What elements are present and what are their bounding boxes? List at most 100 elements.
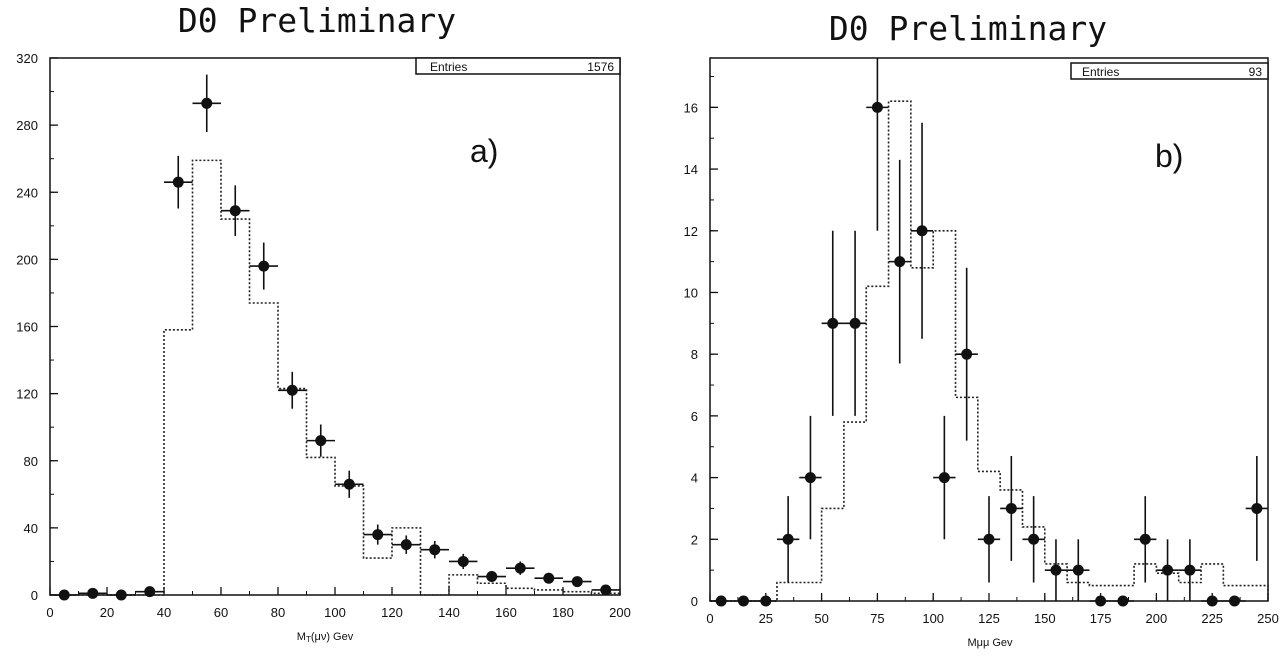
stats-box-b [1070,62,1269,80]
data-point-a [315,435,327,447]
data-point-b [1028,533,1040,545]
data-point-b [961,348,973,360]
stats-label-b: Entries [1082,65,1119,79]
stats-value-b: 93 [1249,65,1263,79]
data-point-b [938,472,950,484]
panel-a: D0 Preliminary Entries 1576 a) MT(μν) Ge… [16,1,631,644]
x-tick-label-a: 40 [157,605,171,620]
data-point-b [1139,533,1151,545]
data-point-b [1050,564,1062,576]
data-point-b [1072,564,1084,576]
y-tick-label-b: 14 [684,162,698,177]
x-tick-label-a: 100 [324,605,346,620]
data-point-a [571,576,583,588]
y-tick-label-b: 16 [684,100,698,115]
data-point-b [804,472,816,484]
y-tick-label-a: 120 [16,387,38,402]
y-tick-label-b: 0 [691,594,698,609]
stats-label-a: Entries [430,60,467,74]
x-tick-label-b: 50 [814,611,828,626]
y-tick-label-b: 10 [684,285,698,300]
data-point-a [429,544,441,556]
data-point-b [1229,595,1241,607]
data-point-a [372,529,384,541]
data-point-a [400,539,412,551]
y-tick-label-b: 4 [691,471,698,486]
chart-title-b: D0 Preliminary [829,9,1107,48]
x-tick-label-b: 75 [870,611,884,626]
x-tick-label-a: 160 [495,605,517,620]
data-point-b [1251,502,1263,514]
y-tick-label-b: 6 [691,409,698,424]
y-tick-label-a: 80 [24,454,38,469]
chart-title-a: D0 Preliminary [178,1,456,40]
panel-b: D0 Preliminary Entries 93 b) Mμμ Gev 0 25… [684,9,1279,649]
y-tick-label-a: 280 [16,118,38,133]
data-point-b [1095,595,1107,607]
data-point-a [486,571,498,583]
stats-box-a [415,57,621,75]
x-tick-label-a: 180 [552,605,574,620]
data-point-a [229,205,241,217]
x-tick-label-a: 60 [214,605,228,620]
data-point-b [1184,564,1196,576]
x-tick-label-b: 175 [1090,611,1112,626]
panel-label-b: b) [1155,138,1183,174]
y-tick-label-a: 320 [16,51,38,66]
y-tick-label-b: 2 [691,532,698,547]
y-tick-label-a: 200 [16,252,38,267]
data-point-b [737,595,749,607]
data-point-b [894,256,906,268]
x-tick-label-b: 225 [1201,611,1223,626]
x-tick-label-a: 80 [271,605,285,620]
x-tick-label-a: 0 [46,605,53,620]
mc-histogram-a [50,159,621,596]
plot-frame-a [49,57,621,596]
y-tick-label-a: 0 [31,588,38,603]
data-point-b [916,225,928,237]
data-point-a [343,478,355,490]
x-axis-label-a: MT(μν) Gev [297,631,354,644]
data-point-a [87,587,99,599]
x-tick-label-b: 150 [1034,611,1056,626]
data-point-b [827,317,839,329]
x-tick-label-b: 250 [1257,611,1279,626]
data-point-b [782,533,794,545]
y-tick-label-b: 12 [684,224,698,239]
data-point-b [1005,502,1017,514]
data-point-b [849,317,861,329]
y-tick-label-b: 8 [691,347,698,362]
x-tick-label-b: 0 [706,611,713,626]
x-tick-label-a: 120 [381,605,403,620]
data-point-a [286,384,298,396]
data-point-a [58,589,70,601]
y-tick-label-a: 240 [16,185,38,200]
data-point-b [715,595,727,607]
x-tick-label-b: 125 [978,611,1000,626]
data-point-a [115,589,127,601]
x-tick-label-b: 25 [759,611,773,626]
x-tick-label-a: 140 [438,605,460,620]
x-tick-label-b: 100 [922,611,944,626]
data-point-b [760,595,772,607]
x-axis-label-b: Mμμ Gev [967,637,1013,649]
x-tick-label-a: 200 [609,605,631,620]
data-point-a [543,572,555,584]
stats-value-a: 1576 [587,60,614,74]
y-tick-label-a: 40 [24,521,38,536]
x-tick-label-a: 20 [100,605,114,620]
data-point-b [983,533,995,545]
data-point-a [258,260,270,272]
data-point-a [600,584,612,596]
y-tick-label-a: 160 [16,320,38,335]
data-point-b [1117,595,1129,607]
data-point-a [201,97,213,109]
data-point-b [871,101,883,113]
data-point-a [144,586,156,598]
data-point-b [1206,595,1218,607]
x-tick-label-b: 200 [1146,611,1168,626]
data-point-b [1162,564,1174,576]
panel-label-a: a) [470,133,498,169]
data-point-a [457,555,469,567]
